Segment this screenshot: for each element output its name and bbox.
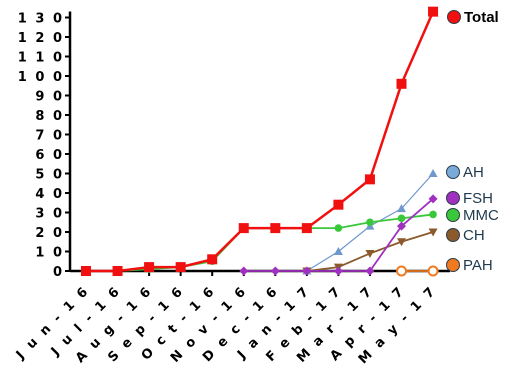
series-total-marker	[144, 262, 155, 273]
series-total-line	[86, 11, 435, 273]
legend-label: AH	[463, 164, 484, 181]
y-tick-label: 3 0	[35, 207, 64, 222]
series-total-marker	[428, 6, 439, 17]
legend-item-mmc: MMC	[446, 207, 499, 224]
y-tick-label: 2 0	[35, 226, 64, 241]
series-total	[81, 6, 439, 276]
y-tick-label: 1 1 0	[18, 51, 64, 66]
series-fsh-marker	[270, 266, 280, 276]
y-tick-label: 8 0	[35, 109, 64, 124]
y-tick-label: 1 0	[35, 246, 64, 261]
series-mmc-marker	[334, 224, 343, 232]
series-total-marker	[112, 266, 123, 276]
y-tick-label: 1 3 0	[18, 12, 64, 27]
legend-item-pah: PAH	[446, 257, 493, 274]
series-pah-marker	[427, 265, 439, 277]
y-tick-label: 9 0	[35, 90, 64, 105]
series-total-marker	[396, 78, 407, 89]
y-tick-label: 1 0 0	[18, 70, 64, 85]
series-mmc-marker	[429, 210, 437, 219]
y-tick-label: 1 2 0	[18, 31, 64, 46]
legend-swatch	[446, 258, 460, 272]
series-pah-marker	[396, 265, 407, 277]
series-total-marker	[301, 223, 312, 234]
legend-item-ah: AH	[446, 164, 484, 181]
series-mmc-marker	[397, 214, 406, 223]
series-ah-marker	[333, 247, 343, 255]
x-axis: J u n - 1 6J u l - 1 6A u g - 1 6S e p -…	[13, 269, 450, 367]
series-fsh-marker	[333, 266, 343, 276]
legend-swatch	[447, 10, 461, 24]
series-mmc	[82, 210, 437, 275]
series-ch-marker	[365, 249, 375, 258]
y-tick-label: 6 0	[35, 148, 64, 163]
legend-label: FSH	[463, 190, 493, 207]
legend-item-total: Total	[447, 9, 499, 26]
series-layer	[81, 6, 439, 277]
legend-label: CH	[463, 227, 485, 244]
legend-item-fsh: FSH	[446, 190, 493, 207]
series-fsh	[239, 194, 438, 276]
legend-swatch	[446, 165, 460, 179]
y-axis: 0 1 0 2 0 3 0 4 0 5 0 6 0 7 0 8 0 9 0 1 0 0 1 1 0 1 …	[18, 11, 72, 280]
legend-item-ch: CH	[446, 227, 485, 244]
series-fsh-marker	[365, 266, 375, 276]
legend-label: PAH	[463, 257, 493, 274]
y-ticks: 0 1 0 2 0 3 0 4 0 5 0 6 0 7 0 8 0 9 0 1 0 0 1 1 0 1 …	[18, 12, 70, 280]
series-fsh-marker	[428, 194, 438, 204]
series-ch-marker	[397, 238, 406, 247]
series-mmc-marker	[366, 218, 374, 227]
y-tick-label: 0	[53, 265, 64, 280]
series-total-marker	[175, 262, 186, 273]
legend-swatch	[446, 208, 460, 222]
series-mmc-line	[86, 213, 434, 272]
series-total-marker	[81, 266, 91, 276]
series-total-marker	[270, 223, 281, 234]
series-ah-marker	[397, 204, 406, 213]
series-ah-marker	[428, 169, 438, 177]
series-fsh-marker	[239, 266, 249, 276]
legend-label: Total	[464, 9, 499, 26]
series-ch-marker	[428, 228, 438, 237]
series-total-marker	[207, 254, 218, 265]
y-tick-label: 4 0	[35, 187, 64, 202]
legend-swatch	[446, 228, 460, 242]
series-fsh-marker	[302, 266, 312, 276]
y-tick-label: 5 0	[35, 168, 64, 183]
legend-label: MMC	[463, 207, 499, 224]
series-pah	[396, 265, 439, 277]
series-total-marker	[238, 223, 249, 234]
legend-swatch	[446, 191, 460, 205]
series-total-marker	[333, 199, 344, 210]
y-tick-label: 7 0	[35, 129, 64, 144]
series-fsh-marker	[397, 221, 406, 231]
x-ticks: J u n - 1 6J u l - 1 6A u g - 1 6S e p -…	[13, 271, 440, 367]
series-total-marker	[364, 174, 375, 185]
